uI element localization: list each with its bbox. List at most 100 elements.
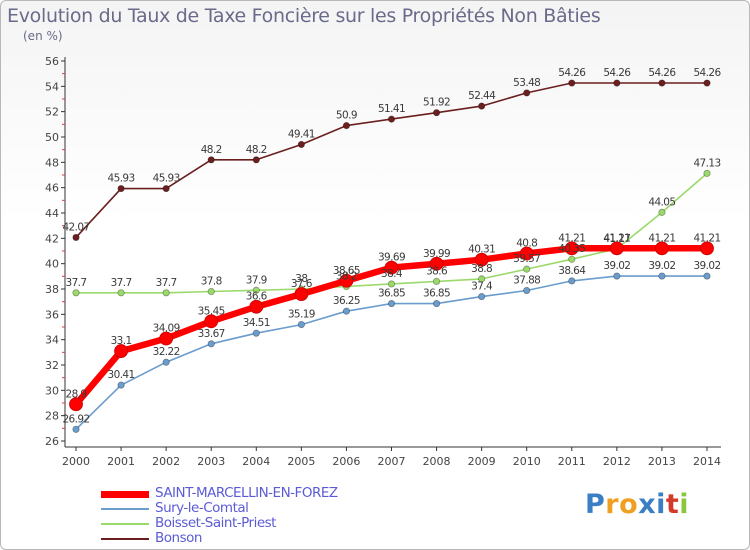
chart-unit: (en %) xyxy=(23,29,63,43)
legend-label: SAINT-MARCELLIN-EN-FOREZ xyxy=(155,485,338,501)
data-label-saint-marcellin-en-forez: 39.99 xyxy=(423,248,450,260)
data-label-boisset-saint-priest: 38.4 xyxy=(381,268,403,280)
data-point-sury-le-comtal xyxy=(297,320,305,329)
data-labels: 42.07 45.93 45.93 48.2 48.2 49.41 50.9 51.41 51.… xyxy=(62,67,722,425)
data-label-boisset-saint-priest: 39.57 xyxy=(513,253,540,265)
data-point-saint-marcellin-en-forez xyxy=(339,273,354,288)
logo-letter: r xyxy=(605,489,620,520)
data-label-boisset-saint-priest: 44.05 xyxy=(648,196,675,208)
data-label-sury-le-comtal: 37.4 xyxy=(471,281,493,293)
data-label-bonson: 45.93 xyxy=(108,173,135,185)
data-label-sury-le-comtal: 36.85 xyxy=(423,288,450,300)
data-label-sury-le-comtal: 36.25 xyxy=(333,295,360,307)
data-point-bonson xyxy=(613,79,621,87)
data-point-sury-le-comtal xyxy=(72,425,80,433)
y-tick-label: 36 xyxy=(45,308,59,321)
legend-label: Bonson xyxy=(155,530,202,546)
data-point-saint-marcellin-en-forez xyxy=(204,314,219,329)
data-label-bonson: 54.26 xyxy=(693,67,721,79)
data-label-sury-le-comtal: 38.64 xyxy=(558,265,586,277)
data-label-boisset-saint-priest: 37.7 xyxy=(66,277,87,289)
data-label-boisset-saint-priest: 38 xyxy=(295,273,307,285)
data-label-boisset-saint-priest: 38.2 xyxy=(336,270,357,282)
data-point-sury-le-comtal xyxy=(342,307,351,315)
data-point-sury-le-comtal xyxy=(432,299,441,308)
data-point-sury-le-comtal xyxy=(117,381,125,389)
data-label-sury-le-comtal: 39.02 xyxy=(648,260,675,272)
y-tick-label: 28 xyxy=(45,410,59,423)
data-label-boisset-saint-priest: 37.7 xyxy=(111,277,132,289)
data-point-bonson xyxy=(72,233,80,242)
logo-letter: P xyxy=(585,489,606,520)
x-tick-label: 2009 xyxy=(468,455,496,468)
y-tick-label: 30 xyxy=(45,384,59,397)
y-tick-label: 50 xyxy=(45,131,59,144)
x-tick-label: 2007 xyxy=(378,455,406,468)
data-point-boisset-saint-priest xyxy=(207,287,215,296)
data-point-sury-le-comtal xyxy=(162,358,170,366)
legend-label: Sury-le-Comtal xyxy=(155,500,249,516)
legend-label: Boisset-Saint-Priest xyxy=(155,515,276,531)
data-label-boisset-saint-priest: 40.35 xyxy=(558,243,585,255)
data-point-bonson xyxy=(252,156,260,164)
y-tick-label: 42 xyxy=(45,232,59,245)
data-point-boisset-saint-priest xyxy=(117,289,125,297)
data-point-saint-marcellin-en-forez xyxy=(294,287,309,301)
data-point-boisset-saint-priest xyxy=(387,280,396,288)
data-label-sury-le-comtal: 26.92 xyxy=(62,413,89,425)
data-label-bonson: 54.26 xyxy=(603,67,631,79)
data-point-sury-le-comtal xyxy=(252,329,260,337)
data-point-boisset-saint-priest xyxy=(523,265,531,273)
data-label-saint-marcellin-en-forez: 41.21 xyxy=(693,232,720,244)
data-label-sury-le-comtal: 32.22 xyxy=(153,346,180,358)
data-label-sury-le-comtal: 37.88 xyxy=(513,275,540,287)
data-point-bonson xyxy=(523,89,531,97)
data-label-saint-marcellin-en-forez: 33.1 xyxy=(111,335,132,347)
data-label-sury-le-comtal: 33.67 xyxy=(198,328,225,340)
data-label-saint-marcellin-en-forez: 35.45 xyxy=(198,305,225,317)
data-point-sury-le-comtal xyxy=(478,292,486,301)
data-label-bonson: 42.07 xyxy=(62,221,89,233)
data-label-saint-marcellin-en-forez: 40.8 xyxy=(516,238,537,250)
data-label-sury-le-comtal: 35.19 xyxy=(288,309,315,321)
data-point-boisset-saint-priest xyxy=(478,275,486,283)
legend-swatch xyxy=(101,508,149,510)
data-point-boisset-saint-priest xyxy=(703,169,711,177)
tick-labels: 26 28 30 32 34 36 38 40 42 44 46 48 50 52 54 56 2000 2001… xyxy=(45,55,721,468)
data-point-saint-marcellin-en-forez xyxy=(249,299,264,314)
data-label-bonson: 51.92 xyxy=(423,97,450,109)
data-point-saint-marcellin-en-forez xyxy=(114,344,128,358)
data-point-bonson xyxy=(162,184,170,193)
x-tick-label: 2003 xyxy=(197,455,225,468)
data-label-bonson: 48.2 xyxy=(246,144,267,156)
x-tick-label: 2011 xyxy=(558,455,586,468)
data-label-saint-marcellin-en-forez: 41.21 xyxy=(603,232,630,244)
data-point-saint-marcellin-en-forez xyxy=(69,397,83,412)
data-label-sury-le-comtal: 30.41 xyxy=(108,369,135,381)
data-point-bonson xyxy=(478,102,486,110)
logo-letter: o xyxy=(619,489,639,520)
data-label-boisset-saint-priest: 37.8 xyxy=(201,276,222,288)
data-label-saint-marcellin-en-forez: 40.31 xyxy=(468,244,495,256)
data-label-boisset-saint-priest: 37.7 xyxy=(156,277,177,289)
data-label-saint-marcellin-en-forez: 34.09 xyxy=(153,323,180,335)
data-label-boisset-saint-priest: 41.17 xyxy=(603,233,630,245)
y-tick-label: 56 xyxy=(45,55,59,68)
data-label-saint-marcellin-en-forez: 28.9 xyxy=(66,388,87,400)
data-point-saint-marcellin-en-forez xyxy=(700,241,714,256)
data-point-bonson xyxy=(117,184,125,193)
data-label-bonson: 48.2 xyxy=(201,144,222,156)
data-label-saint-marcellin-en-forez: 36.6 xyxy=(246,291,268,303)
data-point-boisset-saint-priest xyxy=(72,289,80,297)
x-tick-label: 2010 xyxy=(513,455,541,468)
data-label-saint-marcellin-en-forez: 37.6 xyxy=(291,278,313,290)
logo-letter: i xyxy=(656,489,666,520)
data-point-saint-marcellin-en-forez xyxy=(384,260,399,275)
chart-title: Evolution du Taux de Taxe Foncière sur l… xyxy=(7,5,601,27)
data-point-bonson xyxy=(297,140,305,149)
data-point-saint-marcellin-en-forez xyxy=(159,331,174,346)
data-point-saint-marcellin-en-forez xyxy=(564,241,579,256)
y-tick-label: 52 xyxy=(45,106,59,119)
data-label-saint-marcellin-en-forez: 38.65 xyxy=(333,265,360,277)
